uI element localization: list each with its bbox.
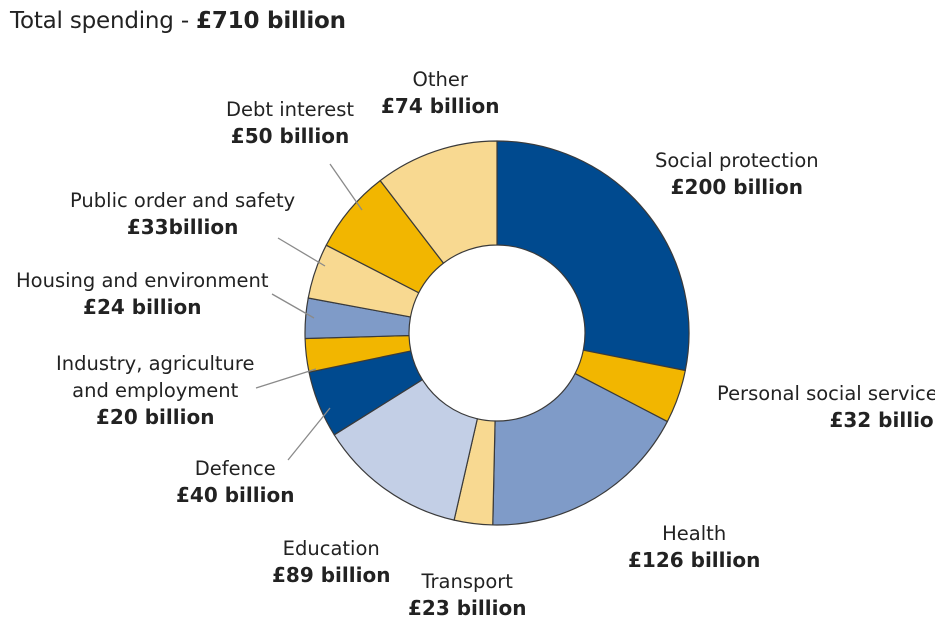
label-value: £40 billion — [176, 483, 295, 507]
label-name: and employment — [72, 379, 239, 402]
slice-social-protection — [496, 140, 690, 372]
label-value: £50 billion — [230, 124, 350, 148]
leader-industry-agriculture-and-employment — [255, 368, 317, 389]
label-health: Health £126 billion — [628, 520, 760, 574]
label-value: £32 billion — [829, 408, 935, 432]
leader-defence — [287, 407, 331, 461]
label-other: Other £74 billion — [381, 66, 499, 120]
label-personal-social-services: Personal social services £32 billion — [717, 380, 935, 434]
label-value: £33billion — [126, 215, 239, 239]
label-name: Other — [412, 68, 468, 91]
label-name: Social protection — [655, 149, 819, 172]
subtitle-prefix: Total spending - — [10, 8, 197, 34]
label-defence: Defence £40 billion — [176, 455, 294, 509]
label-value: £74 billion — [381, 94, 500, 118]
leader-housing-and-environment — [271, 293, 315, 319]
label-name: Public order and safety — [70, 189, 296, 212]
leader-lines — [255, 163, 363, 461]
donut-slices — [304, 140, 690, 526]
label-value: £126 billion — [628, 548, 761, 572]
label-value: £89 billion — [272, 563, 391, 587]
label-social-protection: Social protection £200 billion — [655, 147, 819, 201]
label-housing-and-environment: Housing and environment £24 billion — [16, 267, 269, 321]
slice-health — [492, 372, 668, 526]
label-industry-agriculture-and-employment: Industry, agriculture and employment £20 b… — [56, 350, 254, 431]
label-education: Education £89 billion — [272, 535, 390, 589]
label-public-order-and-safety: Public order and safety £33billion — [70, 187, 295, 241]
label-name: Debt interest — [226, 98, 355, 121]
slice-other — [379, 140, 498, 264]
label-value: £24 billion — [83, 295, 202, 319]
subtitle-total: £710 billion — [196, 8, 346, 34]
slice-education — [333, 379, 478, 521]
label-name: Transport — [421, 570, 513, 593]
label-value: £23 billion — [408, 596, 527, 620]
leader-debt-interest — [329, 163, 363, 211]
label-name: Education — [282, 537, 380, 560]
leader-public-order-and-safety — [277, 237, 326, 267]
label-name: Defence — [194, 457, 276, 480]
label-name: Industry, agriculture — [56, 352, 255, 375]
label-name: Health — [662, 522, 727, 545]
label-debt-interest: Debt interest £50 billion — [226, 96, 354, 150]
label-name: Housing and environment — [16, 269, 269, 292]
chart-subtitle: Total spending - £710 billion — [10, 8, 346, 34]
label-value: £20 billion — [96, 405, 215, 429]
label-transport: Transport £23 billion — [408, 568, 526, 622]
label-name: Personal social services — [717, 382, 935, 405]
label-value: £200 billion — [670, 175, 803, 199]
